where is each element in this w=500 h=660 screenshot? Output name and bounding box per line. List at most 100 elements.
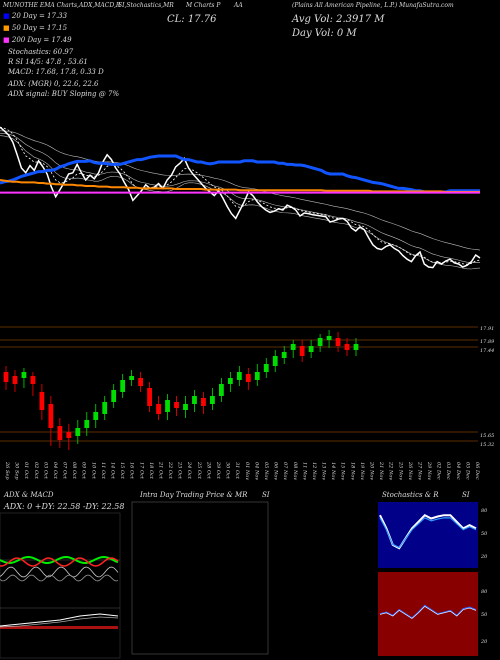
x-date-label: 21 Nov [378, 461, 384, 480]
x-date-label: 11 Nov [301, 462, 307, 480]
up-candle-body [102, 402, 108, 414]
y-tick-label: 15.65 [480, 433, 494, 439]
stoch-tick-label: 20 [480, 554, 488, 560]
up-candle-body [84, 420, 90, 428]
x-date-label: 19 Nov [359, 462, 365, 480]
macd-line [0, 613, 119, 627]
minus-di-line [0, 557, 119, 567]
up-candle-body [165, 400, 170, 412]
stochastics-panel-bg [378, 502, 478, 568]
rsi-tick-label: 80 [481, 589, 488, 595]
adx-dy-values: ADX: 0 +DY: 22.58 -DY: 22.58 [4, 502, 125, 511]
avg-volume: Avg Vol: 2.3917 M [292, 14, 385, 25]
si-label: SI,Stochastics,MR [118, 2, 174, 9]
up-candle-body [120, 380, 126, 392]
ema-band-line [0, 130, 481, 251]
x-date-label: 26 Nov [407, 461, 413, 480]
up-candle-body [272, 356, 278, 366]
up-candle-body [227, 378, 233, 384]
x-date-label: 22 Oct [167, 461, 173, 480]
x-date-label: 07 Oct [62, 462, 68, 480]
ema20-legend: ■ 20 Day = 17.33 [3, 12, 67, 20]
x-date-label: 02 Dec [436, 462, 442, 480]
rsi-value: R SI 14/5: 47.8 , 53.61 [8, 58, 88, 66]
x-date-label: 30 Sep [14, 462, 20, 480]
x-date-label: 18 Oct [148, 462, 154, 480]
up-candle-body [218, 384, 224, 396]
adx-macd-title: ADX & MACD [4, 491, 54, 499]
close-price: CL: 17.76 [167, 14, 217, 25]
x-date-label: 09 Oct [81, 462, 87, 480]
plus-di-line [0, 555, 119, 564]
series-line-close [0, 126, 481, 269]
company-name: (Plains All American Pipeline, L.P.) Mun… [292, 2, 454, 9]
adx-line [0, 566, 119, 578]
macd-histogram-band [0, 626, 118, 629]
rsi-tick-label: 50 [481, 612, 488, 618]
up-candle-body [353, 344, 359, 350]
rsi-tick-label: 20 [480, 639, 488, 645]
adx-value: ADX: (MGR) 0, 22.6, 22.6 [8, 80, 99, 88]
ema50-swatch: ■ [3, 24, 10, 32]
x-date-label: 04 Nov [253, 462, 259, 480]
ema20-text: 20 Day = 17.33 [11, 12, 68, 20]
adx-signal: ADX signal: BUY Sloping @ 7% [8, 90, 120, 98]
up-candle-body [183, 404, 188, 410]
x-date-label: 14 Nov [330, 462, 336, 480]
series-line-ema20 [0, 154, 480, 194]
x-date-label: 20 Nov [368, 461, 374, 480]
down-candle-body [174, 402, 179, 408]
ema50-text: 50 Day = 17.15 [11, 24, 68, 32]
x-date-label: 03 Dec [445, 462, 451, 480]
adx-aux-line [0, 574, 119, 582]
up-candle-body [236, 372, 242, 380]
adx-panel-frame [0, 512, 121, 659]
up-candle-body [263, 364, 269, 372]
x-date-label: 06 Nov [273, 462, 279, 480]
intra-day-panel-frame [131, 501, 269, 655]
x-date-label: 04 Dec [455, 462, 461, 480]
x-date-label: 29 Nov [426, 461, 432, 480]
x-date-label: 17 Oct [138, 462, 144, 480]
down-candle-body [30, 376, 36, 384]
x-date-label: 26 Sep [4, 461, 10, 480]
stock-code: AA [234, 2, 243, 9]
up-candle-body [210, 396, 215, 404]
day-volume: Day Vol: 0 M [292, 28, 357, 39]
up-candle-body [75, 428, 81, 436]
up-candle-body [21, 372, 27, 378]
x-date-label: 14 Oct [110, 462, 116, 480]
x-date-label: 23 Oct [177, 461, 183, 480]
x-date-label: 21 Oct [157, 461, 163, 480]
intra-si-label: SI [262, 491, 270, 499]
x-date-label: 18 Nov [349, 462, 355, 480]
macd-value: MACD: 17.68, 17.8, 0.33 D [8, 68, 104, 76]
x-date-label: 22 Nov [388, 461, 394, 480]
y-tick-label: 17.44 [480, 348, 494, 354]
down-candle-body [12, 376, 18, 384]
up-candle-body [192, 396, 197, 404]
x-date-label: 03 Oct [42, 462, 48, 480]
up-candle-body [254, 372, 260, 380]
x-date-label: 01 Nov [244, 462, 250, 480]
down-candle-body [66, 432, 72, 438]
x-date-label: 31 Oct [234, 462, 240, 480]
studies-label: MUNOTHE EMA Charts,ADX,MACD,R [3, 2, 121, 9]
ema200-legend: ■ 200 Day = 17.49 [3, 36, 72, 44]
x-date-label: 13 Nov [321, 462, 327, 480]
x-date-label: 07 Nov [282, 462, 288, 480]
stoch-tick-label: 80 [481, 508, 488, 514]
down-candle-body [138, 378, 144, 386]
stoch-panel-title: Stochastics & R [382, 491, 439, 499]
rsi-signal-line [379, 606, 477, 619]
ema20-swatch: ■ [3, 12, 10, 20]
x-date-label: 29 Oct [215, 461, 221, 480]
down-candle-body [57, 426, 63, 440]
up-candle-body [93, 412, 99, 420]
down-candle-body [201, 398, 206, 406]
stoch-si-label: SI [462, 491, 470, 499]
intra-title: Intra Day Trading Price & MR [140, 491, 248, 499]
x-date-label: 01 Oct [23, 462, 29, 480]
